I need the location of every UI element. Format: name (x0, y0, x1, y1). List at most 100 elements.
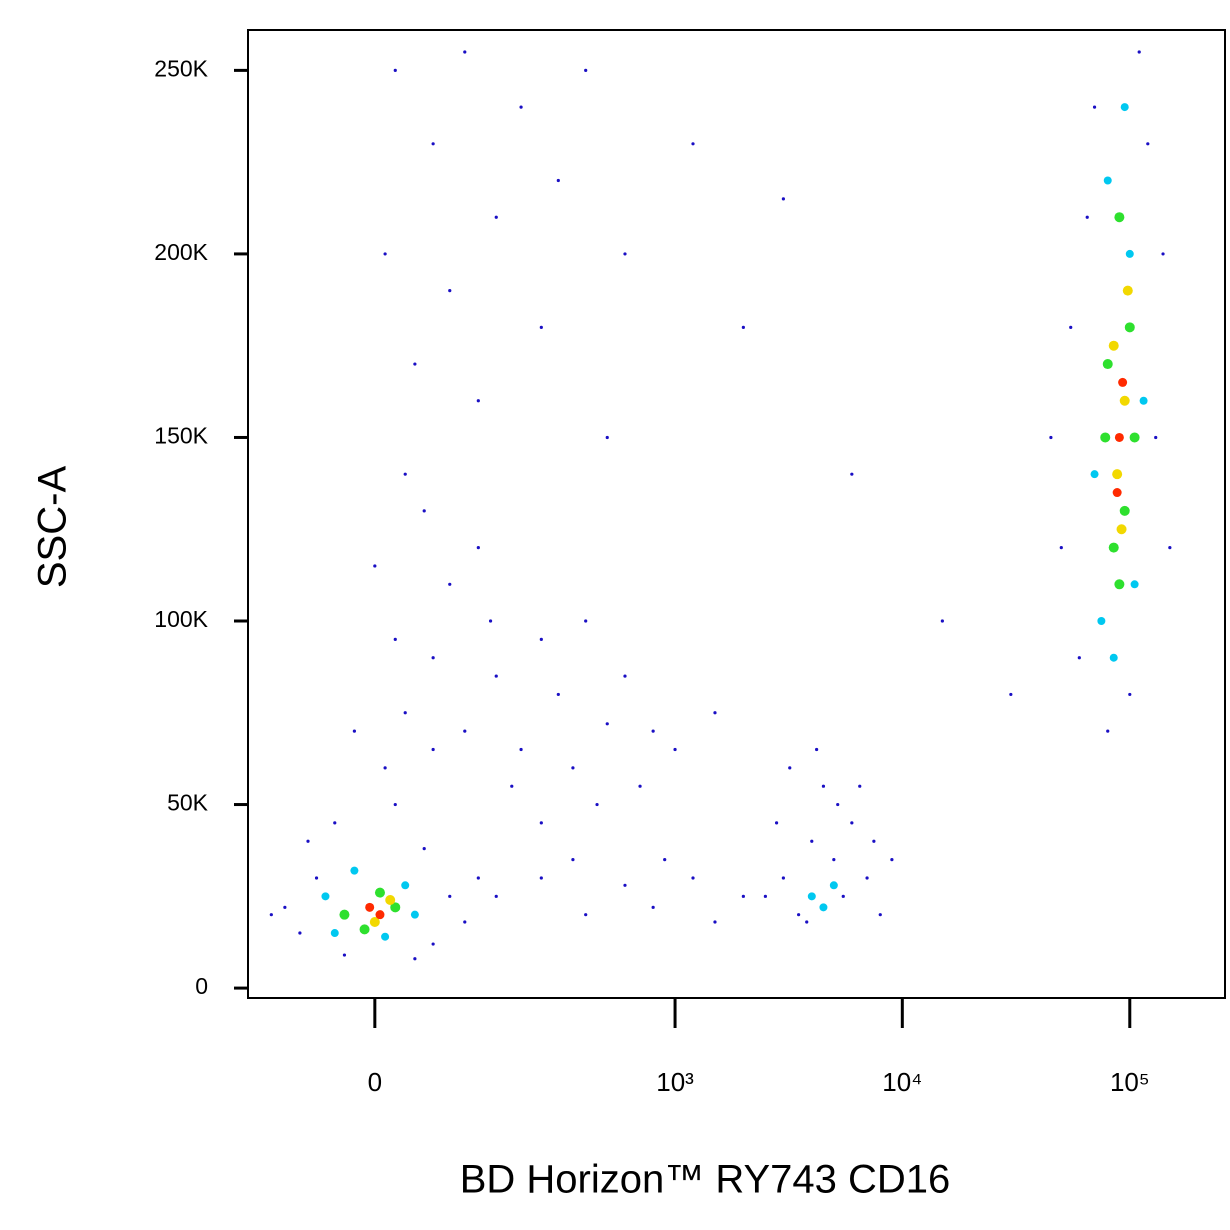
data-point (476, 545, 480, 550)
data-point (369, 917, 380, 928)
data-point (584, 913, 588, 917)
data-point (476, 399, 480, 403)
data-point (1154, 435, 1158, 440)
data-point (1129, 432, 1140, 443)
data-point (890, 858, 894, 862)
data-point (1049, 435, 1053, 440)
data-point (314, 876, 319, 880)
data-point (807, 892, 816, 901)
data-point (584, 68, 588, 72)
data-point (741, 894, 745, 898)
data-point (763, 894, 767, 898)
data-point (605, 722, 609, 726)
data-point (403, 472, 407, 476)
y-tick-label: 50K (167, 790, 209, 816)
data-point (339, 909, 350, 920)
data-point (383, 252, 387, 256)
data-point (373, 564, 377, 568)
data-point (781, 197, 785, 201)
data-point (494, 674, 498, 678)
data-point (850, 472, 854, 476)
x-axis-title: BD Horizon™ RY743 CD16 (460, 1158, 951, 1202)
data-point (539, 821, 543, 825)
data-point (1106, 729, 1110, 733)
data-point (410, 910, 419, 919)
data-point (1128, 692, 1132, 697)
data-point (393, 637, 397, 641)
data-point (385, 894, 396, 905)
data-point (476, 876, 480, 880)
data-point (1119, 395, 1130, 406)
data-point (403, 711, 407, 715)
data-point (413, 362, 417, 366)
data-point (375, 910, 385, 920)
x-tick-label: 10⁴ (882, 1067, 922, 1097)
data-point (1118, 377, 1128, 387)
data-point (713, 920, 717, 924)
data-point (463, 920, 467, 924)
data-point (832, 858, 836, 862)
data-point (494, 894, 498, 898)
data-point (383, 766, 387, 770)
data-point (781, 876, 785, 880)
y-tick-label: 0 (195, 973, 208, 999)
data-point (381, 932, 390, 941)
data-point (519, 105, 523, 109)
data-point (350, 866, 359, 875)
y-tick-label: 200K (154, 239, 208, 265)
data-point (815, 747, 819, 752)
data-point (374, 887, 385, 898)
data-point (865, 876, 869, 880)
plot-frame (247, 29, 1226, 999)
data-point (431, 747, 435, 752)
y-axis-title: SSC-A (31, 466, 75, 589)
data-point (1103, 176, 1112, 185)
data-point (1102, 359, 1113, 370)
data-point (1125, 249, 1134, 258)
data-point (306, 839, 310, 843)
data-point (448, 289, 452, 293)
data-point (342, 953, 347, 957)
data-point (571, 766, 575, 770)
data-point (390, 902, 401, 913)
data-point (393, 68, 397, 72)
data-point (431, 942, 435, 946)
data-point (850, 821, 854, 825)
data-point (858, 784, 862, 788)
data-point (571, 858, 575, 862)
data-point (1122, 285, 1133, 296)
data-point (1161, 252, 1165, 256)
data-point (1137, 50, 1141, 54)
data-point (494, 215, 498, 219)
data-point (298, 931, 302, 935)
data-point (797, 913, 801, 917)
data-point (283, 905, 287, 909)
y-tick-label: 150K (154, 423, 208, 449)
data-point (556, 178, 560, 183)
data-point (1069, 325, 1073, 329)
data-point (821, 784, 826, 788)
data-point (1077, 656, 1081, 660)
data-point (819, 903, 828, 912)
data-point (539, 325, 543, 329)
data-point (1059, 545, 1063, 550)
data-point (401, 881, 410, 890)
data-point (1112, 469, 1123, 480)
x-tick-label: 10⁵ (1110, 1067, 1150, 1097)
data-point (365, 902, 375, 912)
data-point (1114, 432, 1124, 442)
data-point (1146, 142, 1150, 146)
data-point (691, 142, 695, 146)
data-point (321, 892, 330, 901)
data-point (638, 784, 642, 788)
data-point (333, 821, 337, 825)
data-point (1009, 692, 1013, 697)
data-point (805, 920, 809, 924)
data-point (651, 905, 655, 909)
data-point (1130, 580, 1139, 589)
data-point (422, 846, 426, 851)
data-point (713, 711, 717, 715)
y-tick-label: 100K (154, 606, 208, 632)
data-point (448, 894, 452, 898)
